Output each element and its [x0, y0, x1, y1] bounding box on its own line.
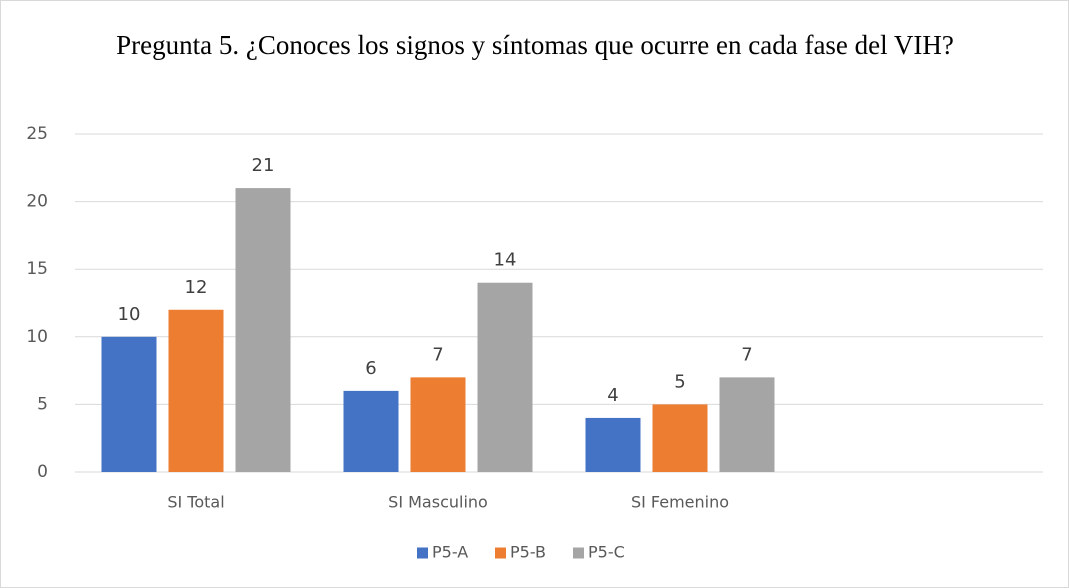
bar	[585, 417, 641, 472]
chart-title: Pregunta 5. ¿Conoces los signos y síntom…	[116, 30, 954, 60]
bar	[719, 377, 775, 472]
value-label: 6	[365, 358, 376, 379]
value-label: 21	[252, 155, 275, 176]
x-tick-label: SI Total	[167, 493, 224, 512]
x-tick-label: SI Masculino	[388, 493, 488, 512]
y-tick-label: 5	[37, 394, 48, 414]
bar	[168, 309, 224, 472]
bar	[652, 404, 708, 472]
legend-label: P5-B	[510, 543, 546, 562]
value-label: 14	[494, 250, 517, 271]
value-label: 4	[607, 385, 618, 406]
y-tick-label: 20	[26, 192, 48, 212]
value-label: 12	[185, 277, 208, 298]
legend-swatch	[417, 547, 428, 559]
bar	[235, 188, 291, 472]
bar	[343, 390, 399, 472]
bar	[410, 377, 466, 472]
legend-label: P5-A	[432, 543, 468, 562]
bar	[477, 282, 533, 472]
legend-swatch	[495, 547, 506, 559]
y-tick-label: 25	[26, 124, 48, 144]
x-tick-label: SI Femenino	[631, 493, 729, 512]
y-tick-label: 10	[26, 327, 48, 347]
y-tick-label: 15	[26, 259, 48, 279]
y-tick-label: 0	[37, 462, 48, 482]
legend-swatch	[573, 547, 584, 559]
legend-label: P5-C	[588, 543, 625, 562]
value-label: 5	[674, 371, 685, 392]
bar	[101, 336, 157, 472]
value-label: 10	[118, 304, 141, 325]
value-label: 7	[741, 344, 752, 365]
value-label: 7	[432, 344, 443, 365]
